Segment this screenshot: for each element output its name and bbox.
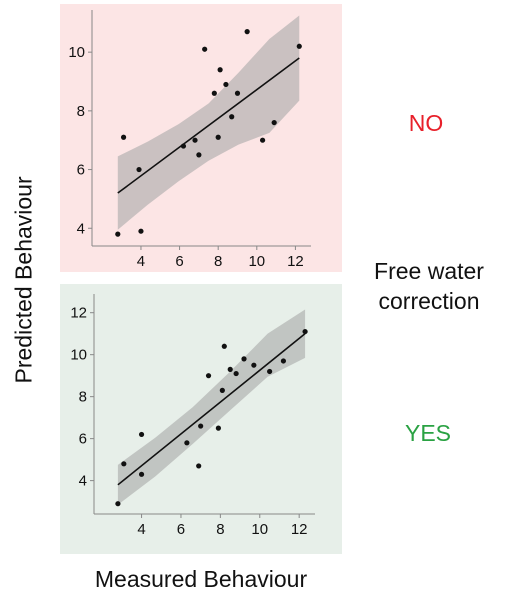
bottom-data-point	[251, 362, 257, 368]
top-data-point	[244, 29, 250, 35]
y-axis-label: Predicted Behaviour	[10, 176, 37, 384]
top-data-point	[296, 43, 302, 49]
bottom-data-point	[227, 366, 233, 372]
top-y-tick-label: 6	[77, 162, 85, 179]
x-axis-label: Measured Behaviour	[94, 566, 308, 592]
bottom-data-point	[219, 387, 225, 393]
top-data-point	[259, 137, 266, 143]
bottom-data-point	[302, 328, 308, 335]
bottom-confidence-band	[117, 309, 306, 505]
top-data-point	[196, 152, 202, 158]
bottom-data-point	[184, 440, 190, 446]
center-label-line1: Free water	[374, 258, 484, 284]
bottom-x-tick-label: 6	[177, 521, 185, 538]
bottom-data-point	[138, 431, 145, 438]
top-data-point	[138, 228, 144, 234]
yes-correction-label: YES	[404, 420, 452, 446]
free-water-correction-label: Free water correction	[356, 256, 502, 316]
bottom-data-point	[233, 370, 239, 377]
top-data-point	[211, 90, 217, 96]
top-data-point	[223, 81, 229, 88]
top-x-tick-label: 6	[175, 253, 183, 270]
bottom-x-tick-label: 8	[216, 521, 224, 538]
bottom-data-point	[267, 368, 273, 375]
bottom-x-tick-label: 4	[137, 521, 145, 538]
bottom-data-point	[241, 356, 247, 362]
bottom-fit-line	[117, 333, 306, 486]
top-fit-line	[117, 57, 300, 194]
top-y-tick-label: 8	[77, 103, 85, 120]
bottom-data-point	[215, 425, 221, 431]
center-label-line2: correction	[378, 288, 480, 314]
top-data-point	[229, 114, 235, 120]
top-data-point	[202, 46, 208, 52]
top-y-tick-label: 10	[68, 44, 85, 61]
bottom-y-tick-label: 4	[79, 473, 87, 490]
top-x-tick-label: 8	[214, 253, 222, 270]
top-data-point	[180, 143, 187, 149]
top-y-tick-label: 4	[77, 220, 85, 237]
bottom-y-tick-label: 12	[70, 305, 87, 322]
bottom-data-point	[121, 461, 127, 467]
top-data-point	[192, 137, 198, 143]
top-data-point	[217, 67, 223, 73]
top-data-point	[115, 231, 121, 237]
top-data-point	[136, 166, 142, 173]
bottom-y-tick-label: 8	[79, 389, 87, 406]
bottom-y-tick-label: 6	[79, 431, 87, 448]
bottom-data-point	[138, 471, 145, 477]
no-correction-label: NO	[408, 110, 444, 136]
top-data-point	[271, 119, 277, 126]
top-confidence-band	[117, 15, 300, 230]
top-x-tick-label: 12	[287, 253, 304, 270]
bottom-data-point	[280, 358, 287, 364]
top-data-point	[215, 134, 221, 140]
top-x-tick-label: 10	[248, 253, 265, 270]
top-data-point	[120, 134, 127, 140]
top-x-tick-label: 4	[137, 253, 145, 270]
bottom-x-tick-label: 10	[251, 521, 268, 538]
bottom-data-point	[221, 343, 227, 349]
bottom-data-point	[115, 501, 121, 507]
bottom-data-point	[198, 423, 204, 429]
bottom-y-tick-label: 10	[70, 347, 87, 364]
bottom-data-point	[205, 373, 212, 379]
bottom-data-point	[196, 463, 202, 469]
top-data-point	[234, 90, 241, 96]
bottom-x-tick-label: 12	[291, 521, 308, 538]
